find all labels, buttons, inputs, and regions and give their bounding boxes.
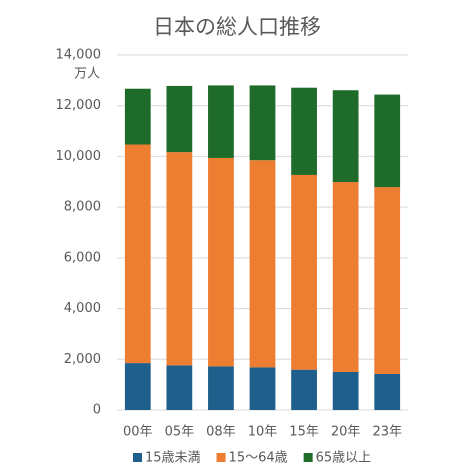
legend-swatch [133,453,142,462]
bar-segment [291,369,317,410]
y-tick-label: 10,000 [56,149,102,164]
legend-swatch [303,453,313,462]
y-tick-label: 2,000 [64,352,101,367]
bar-segment [166,85,193,153]
bar-segment [208,366,234,410]
bar-segment [332,90,359,183]
legend-label: 15～64歳 [229,451,288,466]
y-tick-label: 4,000 [64,301,101,316]
x-tick-label: 20年 [331,425,361,440]
x-tick-label: 15年 [289,425,319,440]
x-tick-label: 05年 [165,425,195,440]
x-tick-label: 23年 [372,425,402,440]
x-tick-label: 08年 [206,425,236,440]
x-tick-label: 10年 [248,425,278,440]
y-tick-label: 0 [93,403,101,418]
y-tick-label: 14,000 [56,48,102,63]
bar-segment [332,371,359,410]
bar-segment [374,373,401,410]
bar-segment [166,365,193,410]
bar-segment [291,87,317,175]
bar-segment [208,157,234,367]
chart-title: 日本の総人口推移 [153,15,321,39]
bar-segment [124,144,151,364]
bar-segment [291,174,317,370]
y-tick-label: 6,000 [64,250,101,265]
y-tick-label: 12,000 [56,98,102,113]
axis-unit: 万人 [74,67,100,82]
legend-label: 15歳未満 [145,451,201,466]
x-tick-label: 00年 [123,425,153,440]
y-tick-label: 8,000 [64,200,101,215]
legend-label: 65歳以上 [316,451,372,466]
bar-segment [124,88,151,145]
bar-segment [249,160,276,368]
bar-segment [249,85,276,161]
bar-segment [374,94,401,188]
bar-segment [249,367,276,410]
legend-swatch [216,453,226,462]
bar-segment [332,182,359,372]
bar-segment [208,85,234,158]
bar-segment [166,152,193,366]
bar-segment [124,363,151,410]
bar-segment [374,187,401,374]
